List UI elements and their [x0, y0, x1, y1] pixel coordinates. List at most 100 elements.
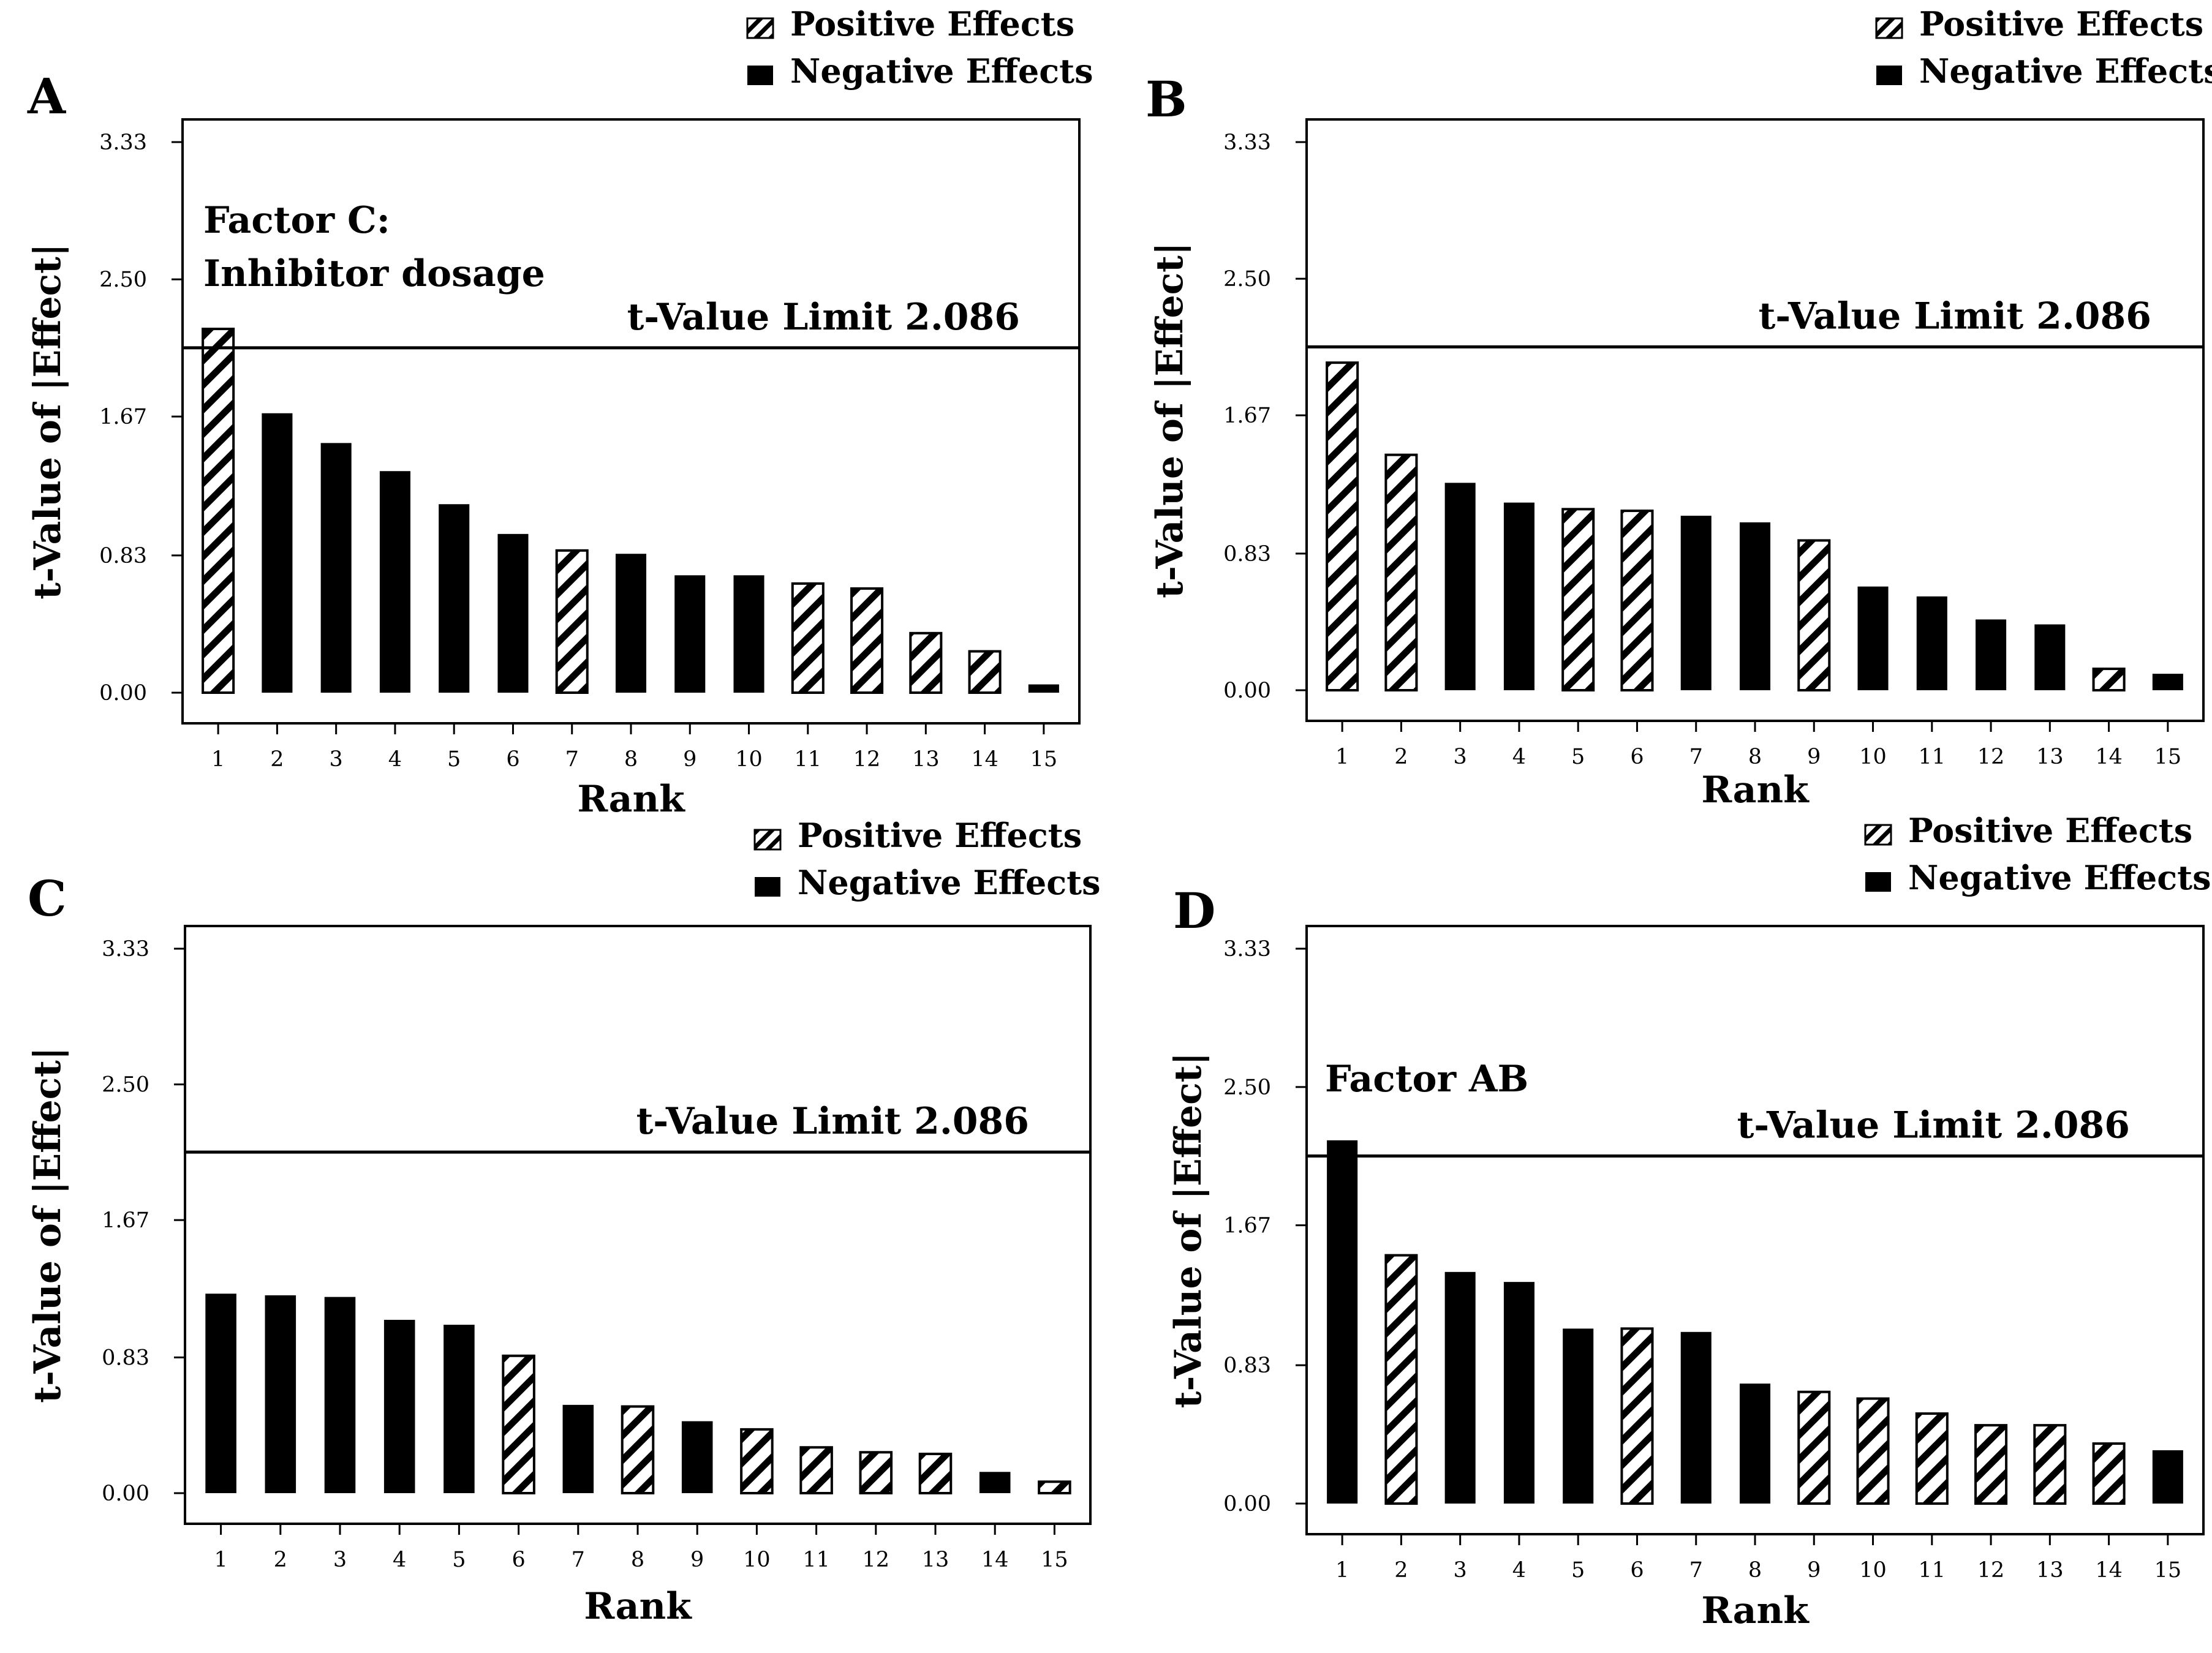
x-tick-label: 7 — [1689, 745, 1703, 769]
bar-negative-effect — [1976, 619, 2007, 690]
panel-b: 0.000.831.672.503.331 2 3 4 5 6 7 8 9 10 11 12 13 14 1… — [1146, 4, 2212, 811]
legend-swatch-negative — [1865, 872, 1891, 892]
bar-negative-effect — [979, 1472, 1011, 1493]
legend-swatch-positive — [753, 829, 782, 851]
panel-letter: B — [1146, 70, 1187, 128]
y-tick-label: 0.83 — [1223, 542, 1271, 567]
x-tick-label: 15 — [1030, 747, 1058, 772]
x-tick-label: 6 — [1630, 1558, 1644, 1583]
x-tick-label: 15 — [1041, 1548, 1068, 1572]
x-tick-label: 5 — [447, 747, 461, 772]
x-tick-label: 2 — [270, 747, 284, 772]
bar-negative-effect — [1916, 596, 1947, 690]
bar-negative-effect — [262, 413, 293, 693]
legend-swatch-negative — [747, 66, 773, 85]
legend-swatch-positive — [1875, 17, 1903, 39]
x-tick-label: 14 — [971, 747, 998, 772]
x-tick-label: 4 — [1512, 1558, 1526, 1583]
y-axis-title: t-Value of |Effect| — [1149, 242, 1191, 598]
x-tick-label: 9 — [683, 747, 696, 772]
limit-label: t-Value Limit 2.086 — [627, 296, 1020, 339]
y-tick-label: 1.67 — [1223, 1214, 1271, 1238]
y-tick-label: 2.50 — [1223, 267, 1271, 292]
bar-positive-effect — [740, 1428, 774, 1494]
x-tick-label: 11 — [795, 747, 822, 772]
legend-swatch-positive — [1864, 824, 1892, 846]
x-tick-label: 9 — [1807, 745, 1821, 769]
panel-letter: A — [27, 67, 66, 125]
legend-label-negative: Negative Effects — [1919, 51, 2212, 91]
x-tick-label: 2 — [1394, 1558, 1408, 1583]
x-tick-label: 13 — [912, 747, 940, 772]
bar-negative-effect — [265, 1295, 296, 1493]
x-tick-label: 2 — [1394, 745, 1408, 769]
x-tick-label: 10 — [735, 747, 763, 772]
bar-negative-effect — [444, 1325, 475, 1493]
legend-label-positive: Positive Effects — [1908, 811, 2192, 850]
y-tick-label: 1.67 — [1223, 404, 1271, 428]
y-axis-title: t-Value of |Effect| — [1167, 1052, 1210, 1408]
x-tick-label: 7 — [572, 1548, 585, 1572]
bar-negative-effect — [324, 1297, 356, 1493]
x-tick-label: 10 — [1859, 745, 1887, 769]
legend-swatch-negative — [1876, 66, 1902, 85]
bar-positive-effect — [621, 1405, 655, 1495]
x-tick-label: 7 — [1689, 1558, 1703, 1583]
y-tick-label: 0.00 — [99, 681, 147, 706]
bar-negative-effect — [439, 504, 470, 693]
y-tick-label: 3.33 — [99, 130, 147, 155]
x-tick-label: 12 — [1977, 1558, 2005, 1583]
bar-positive-effect — [1038, 1480, 1071, 1494]
y-tick-label: 3.33 — [1223, 130, 1271, 155]
x-tick-label: 5 — [1571, 1558, 1585, 1583]
bar-negative-effect — [1739, 522, 1771, 690]
x-tick-label: 11 — [1919, 1558, 1946, 1583]
legend-label-negative: Negative Effects — [798, 863, 1101, 902]
x-tick-label: 4 — [393, 1548, 406, 1572]
x-tick-label: 1 — [214, 1548, 227, 1572]
x-tick-label: 12 — [1977, 745, 2005, 769]
x-axis-title: Rank — [1701, 1589, 1810, 1632]
bar-positive-effect — [1856, 1397, 1890, 1505]
bar-negative-effect — [1857, 586, 1889, 690]
y-tick-label: 0.83 — [99, 544, 147, 568]
y-axis-title: t-Value of |Effect| — [26, 1047, 69, 1403]
bar-positive-effect — [859, 1451, 893, 1495]
x-tick-label: 6 — [1630, 745, 1644, 769]
y-tick-label: 2.50 — [102, 1073, 149, 1098]
bar-negative-effect — [733, 575, 764, 693]
x-tick-label: 8 — [1748, 745, 1762, 769]
x-tick-label: 15 — [2154, 1558, 2182, 1583]
y-tick-label: 2.50 — [1223, 1075, 1271, 1100]
bar-negative-effect — [1028, 684, 1059, 693]
x-tick-label: 15 — [2154, 745, 2182, 769]
x-tick-label: 6 — [506, 747, 519, 772]
bar-positive-effect — [909, 631, 943, 694]
bar-positive-effect — [2092, 668, 2126, 691]
factor-annotation: Factor AB — [1325, 1058, 1528, 1101]
legend-label-positive: Positive Effects — [1919, 4, 2203, 43]
legend-swatch-positive — [746, 17, 774, 39]
bar-positive-effect — [791, 582, 825, 694]
x-axis-title: Rank — [1701, 769, 1810, 811]
x-tick-label: 11 — [802, 1548, 830, 1572]
x-tick-label: 6 — [511, 1548, 525, 1572]
bar-positive-effect — [968, 650, 1002, 695]
x-tick-label: 3 — [330, 747, 343, 772]
y-tick-label: 1.67 — [99, 405, 147, 429]
x-tick-label: 3 — [1454, 1558, 1467, 1583]
x-tick-label: 10 — [1859, 1558, 1887, 1583]
x-tick-label: 1 — [211, 747, 225, 772]
bar-negative-effect — [2034, 624, 2066, 690]
bar-positive-effect — [1561, 508, 1595, 692]
legend-swatch-negative — [755, 877, 780, 897]
bar-negative-effect — [1563, 1328, 1594, 1504]
x-tick-label: 13 — [2036, 745, 2064, 769]
x-tick-label: 8 — [1748, 1558, 1762, 1583]
x-tick-label: 14 — [981, 1548, 1009, 1572]
bar-positive-effect — [1384, 453, 1418, 691]
y-tick-label: 3.33 — [102, 937, 149, 962]
x-tick-label: 4 — [1512, 745, 1526, 769]
factor-annotation: Factor C: — [203, 199, 390, 242]
